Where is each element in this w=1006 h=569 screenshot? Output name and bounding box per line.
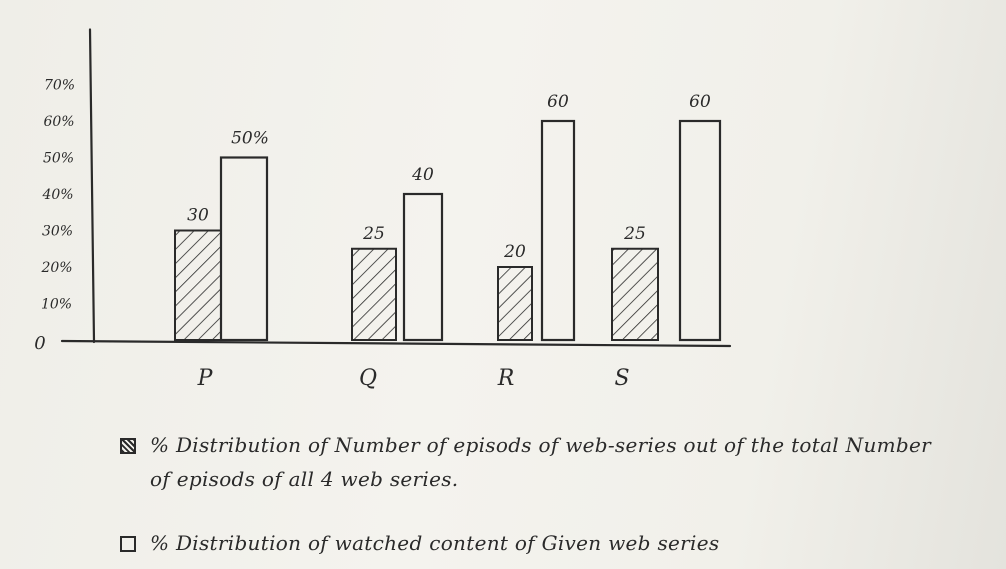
legend-label-episodes: % Distribution of Number of episods of w… [150,433,932,491]
data-label-episodes-R: 20 [503,242,526,262]
y-tick-label: 0 [34,333,45,354]
y-tick-label: 40% [41,187,73,203]
bar-episodes-R [497,266,533,341]
x-tick-label-P: P [197,366,214,391]
bar-watched-S [678,119,722,342]
bar-episodes-Q [351,247,397,341]
y-tick-label: 10% [41,297,72,313]
legend-empty-swatch-icon [120,536,136,552]
y-axis-line [88,28,96,344]
legend-hatched-swatch-icon [120,438,136,454]
data-label-episodes-Q: 25 [362,224,385,244]
legend-label-watched: % Distribution of watched content of Giv… [150,531,720,555]
data-label-episodes-S: 25 [623,224,646,244]
bar-watched-R [540,119,576,342]
bar-episodes-P [174,229,222,341]
bar-watched-P [219,156,269,342]
bar-episodes-S [611,247,659,341]
y-tick-label: 70% [44,78,75,94]
y-tick-label: 20% [40,260,72,276]
x-tick-label-S: S [614,366,629,391]
data-label-watched-R: 60 [547,92,569,112]
x-tick-label-Q: Q [359,366,377,391]
data-label-watched-P: 50% [231,129,269,149]
x-axis-line [60,339,732,348]
data-label-watched-S: 60 [689,92,711,112]
x-tick-label-R: R [497,366,515,391]
y-tick-label: 50% [43,151,74,167]
legend-item-watched: % Distribution of watched content of Giv… [120,526,1000,560]
y-tick-label: 60% [43,114,74,130]
data-label-episodes-P: 30 [187,206,209,226]
y-tick-label: 30% [42,224,73,240]
data-label-watched-Q: 40 [411,165,434,185]
bar-watched-Q [402,192,444,342]
legend-item-episodes: % Distribution of Number of episods of w… [120,428,950,496]
